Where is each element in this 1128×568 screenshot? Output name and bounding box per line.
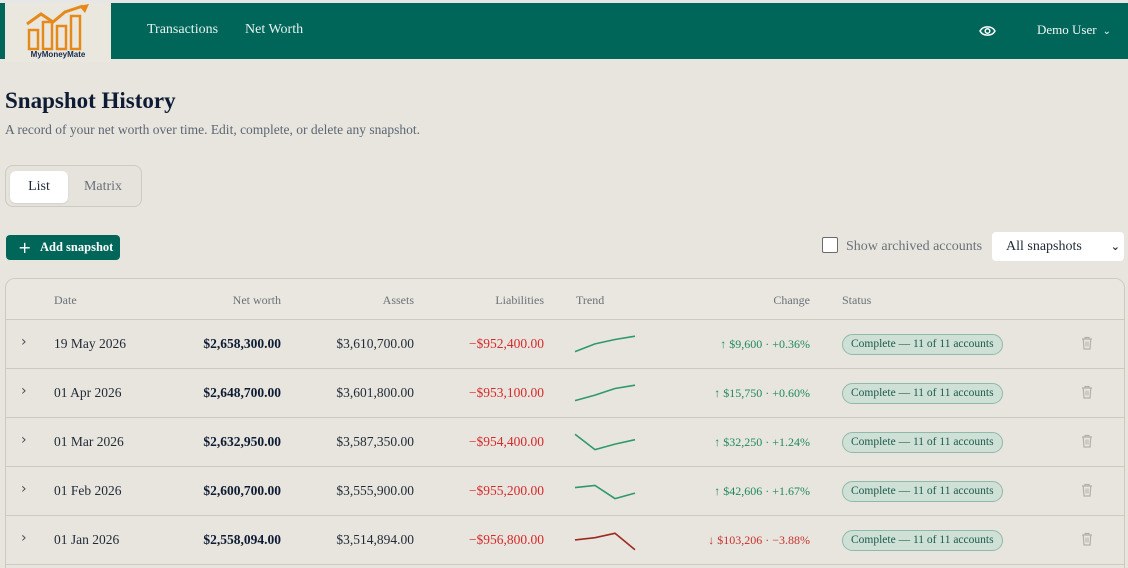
snapshot-filter-select[interactable]: All snapshots ⌄ bbox=[992, 232, 1124, 261]
column-header-status: Status bbox=[842, 293, 872, 307]
tab-matrix[interactable]: Matrix bbox=[83, 179, 123, 194]
row-date: 01 Apr 2026 bbox=[54, 385, 122, 400]
chevron-right-icon[interactable]: › bbox=[21, 432, 27, 448]
row-net-worth: $2,558,094.00 bbox=[203, 532, 281, 547]
row-liabilities: −$955,200.00 bbox=[468, 483, 544, 498]
trend-line bbox=[574, 532, 636, 551]
row-net-worth: $2,632,950.00 bbox=[203, 434, 281, 449]
trash-icon[interactable] bbox=[1081, 385, 1093, 404]
trend-sparkline bbox=[574, 384, 636, 402]
logo-chart-icon bbox=[26, 4, 89, 51]
app-logo[interactable]: MyMoneyMate bbox=[5, 3, 111, 62]
trash-icon[interactable] bbox=[1081, 434, 1093, 453]
page-title: Snapshot History bbox=[5, 88, 176, 113]
page-subtitle: A record of your net worth over time. Ed… bbox=[5, 122, 421, 137]
window-top-border bbox=[0, 0, 1128, 3]
trend-line bbox=[574, 335, 636, 353]
top-navbar: MyMoneyMate Transactions Net Worth Demo … bbox=[0, 3, 1128, 62]
row-assets: $3,601,800.00 bbox=[336, 385, 414, 400]
trend-line bbox=[574, 384, 636, 402]
table-row[interactable]: › 01 Feb 2026 $2,600,700.00 $3,555,900.00 −$… bbox=[6, 467, 1124, 516]
row-assets: $3,610,700.00 bbox=[336, 336, 414, 351]
show-archived-checkbox[interactable] bbox=[822, 237, 838, 253]
chevron-right-icon[interactable]: › bbox=[21, 530, 27, 546]
snapshot-table: Date Net worth Assets Liabilities Trend … bbox=[5, 278, 1125, 568]
chevron-down-icon: ⌄ bbox=[1102, 26, 1111, 37]
table-row[interactable]: › 01 Mar 2026 $2,632,950.00 $3,587,350.00 −$… bbox=[6, 418, 1124, 467]
status-badge: Complete — 11 of 11 accounts bbox=[842, 383, 1003, 404]
trend-sparkline bbox=[574, 433, 636, 451]
row-date: 01 Mar 2026 bbox=[54, 434, 124, 449]
nav-link-transactions[interactable]: Transactions bbox=[147, 22, 219, 37]
status-badge: Complete — 11 of 11 accounts bbox=[842, 481, 1003, 502]
column-header-net-worth[interactable]: Net worth bbox=[232, 293, 281, 307]
row-liabilities: −$956,800.00 bbox=[468, 532, 544, 547]
add-snapshot-button[interactable]: + Add snapshot bbox=[6, 235, 120, 260]
nav-link-net-worth[interactable]: Net Worth bbox=[245, 22, 304, 37]
column-header-date[interactable]: Date bbox=[54, 293, 77, 307]
row-net-worth: $2,648,700.00 bbox=[203, 385, 281, 400]
snapshot-filter-value: All snapshots bbox=[1006, 239, 1082, 254]
chevron-down-icon: ⌄ bbox=[1110, 240, 1120, 253]
table-row[interactable]: › 01 Jan 2026 $2,558,094.00 $3,514,894.00 −$… bbox=[6, 516, 1124, 565]
trend-line bbox=[574, 484, 636, 500]
trend-sparkline bbox=[574, 335, 636, 353]
row-change: ↑ $32,250 · +1.24% bbox=[714, 435, 810, 449]
chevron-right-icon[interactable]: › bbox=[21, 383, 27, 399]
row-net-worth: $2,658,300.00 bbox=[203, 336, 281, 351]
row-assets: $3,587,350.00 bbox=[336, 434, 414, 449]
trend-sparkline bbox=[574, 532, 636, 551]
user-menu[interactable]: Demo User ⌄ bbox=[1037, 22, 1111, 38]
table-header: Date Net worth Assets Liabilities Trend … bbox=[6, 279, 1124, 320]
status-badge: Complete — 11 of 11 accounts bbox=[842, 334, 1003, 355]
user-name: Demo User bbox=[1037, 22, 1097, 37]
row-liabilities: −$954,400.00 bbox=[468, 434, 544, 449]
row-date: 01 Feb 2026 bbox=[54, 483, 122, 498]
row-date: 01 Jan 2026 bbox=[54, 532, 120, 547]
column-header-trend: Trend bbox=[576, 293, 605, 307]
plus-icon: + bbox=[18, 238, 32, 257]
chevron-right-icon[interactable]: › bbox=[21, 334, 27, 350]
logo-wordmark: MyMoneyMate bbox=[30, 50, 86, 59]
row-liabilities: −$953,100.00 bbox=[468, 385, 544, 400]
tab-list[interactable]: List bbox=[10, 171, 68, 203]
view-tabs: List Matrix bbox=[5, 165, 142, 207]
show-archived-label: Show archived accounts bbox=[846, 239, 983, 254]
row-change: ↓ $103,206 · −3.88% bbox=[708, 533, 810, 547]
row-change: ↑ $9,600 · +0.36% bbox=[720, 337, 810, 351]
row-date: 19 May 2026 bbox=[54, 336, 126, 351]
eye-icon[interactable] bbox=[979, 24, 996, 43]
row-change: ↑ $42,606 · +1.67% bbox=[714, 484, 810, 498]
trash-icon[interactable] bbox=[1081, 336, 1093, 355]
trash-icon[interactable] bbox=[1081, 532, 1093, 551]
table-row[interactable]: › 19 May 2026 $2,658,300.00 $3,610,700.00 −$… bbox=[6, 320, 1124, 369]
row-change: ↑ $15,750 · +0.60% bbox=[714, 386, 810, 400]
chevron-right-icon[interactable]: › bbox=[21, 481, 27, 497]
table-row[interactable]: › 01 Apr 2026 $2,648,700.00 $3,601,800.00 −$… bbox=[6, 369, 1124, 418]
trash-icon[interactable] bbox=[1081, 483, 1093, 502]
show-archived-toggle[interactable]: Show archived accounts bbox=[822, 237, 982, 255]
row-net-worth: $2,600,700.00 bbox=[203, 483, 281, 498]
column-header-change[interactable]: Change bbox=[773, 293, 810, 307]
row-assets: $3,514,894.00 bbox=[336, 532, 414, 547]
add-snapshot-label: Add snapshot bbox=[40, 240, 114, 254]
trend-sparkline bbox=[574, 484, 636, 500]
column-header-assets[interactable]: Assets bbox=[382, 293, 414, 307]
row-liabilities: −$952,400.00 bbox=[468, 336, 544, 351]
status-badge: Complete — 11 of 11 accounts bbox=[842, 432, 1003, 453]
row-assets: $3,555,900.00 bbox=[336, 483, 414, 498]
trend-line bbox=[574, 433, 636, 451]
status-badge: Complete — 11 of 11 accounts bbox=[842, 530, 1003, 551]
column-header-liabilities[interactable]: Liabilities bbox=[495, 293, 544, 307]
